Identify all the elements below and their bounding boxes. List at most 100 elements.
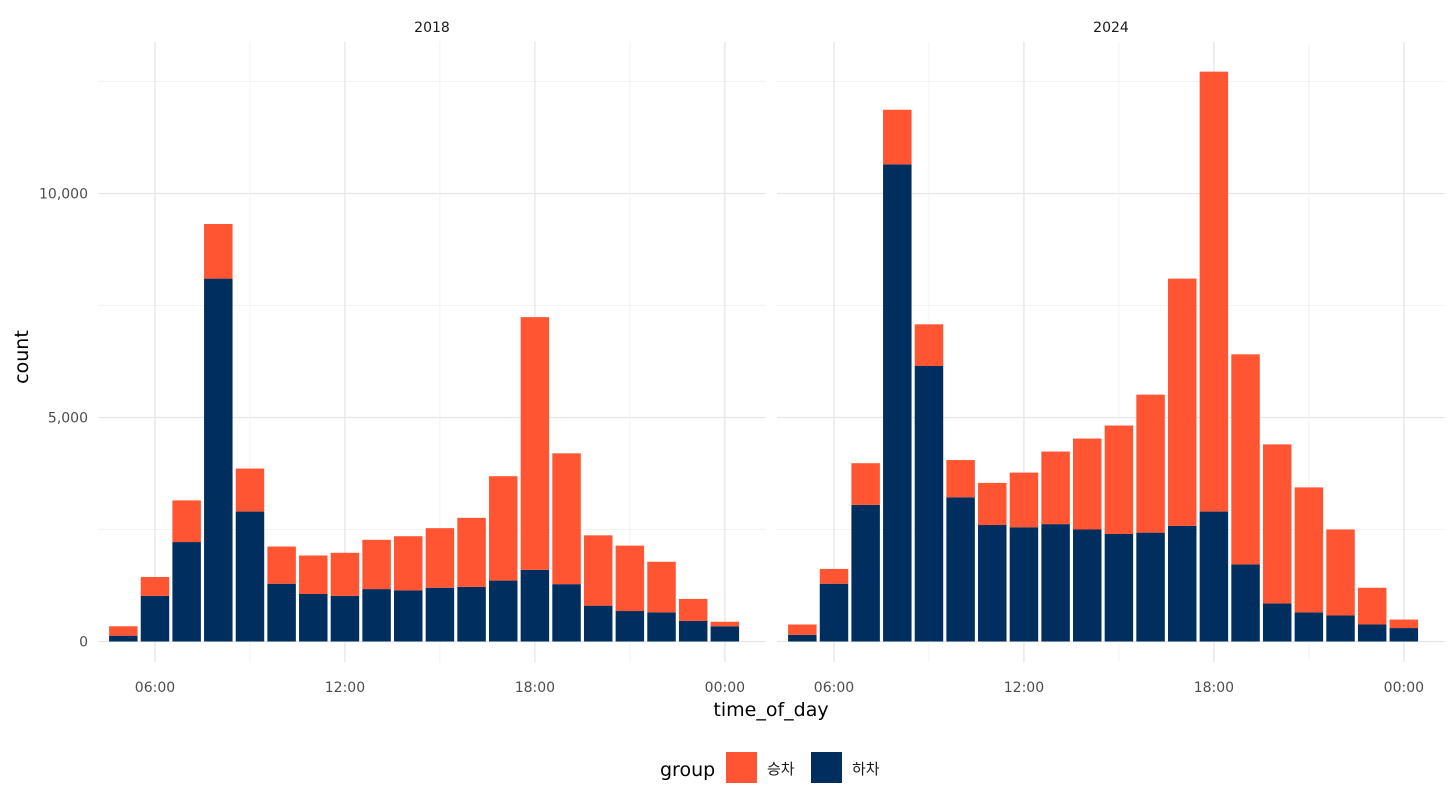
bar-segment-seungcha xyxy=(552,453,581,585)
y-axis-title: count xyxy=(11,330,33,384)
bar-segment-hacha xyxy=(1041,524,1070,642)
bar-segment-seungcha xyxy=(267,546,296,584)
bar-segment-seungcha xyxy=(851,463,880,505)
bar-segment-hacha xyxy=(1199,511,1229,642)
bar-segment-seungcha xyxy=(1231,354,1260,565)
bar-segment-hacha xyxy=(1167,525,1197,642)
bar-segment-hacha xyxy=(1009,527,1039,642)
bar-segment-hacha xyxy=(1389,628,1419,642)
x-tick-label: 00:00 xyxy=(1384,680,1424,696)
bar-segment-seungcha xyxy=(710,621,740,627)
bar-segment-seungcha xyxy=(978,482,1007,526)
bar-segment-seungcha xyxy=(330,552,360,596)
bar-segment-seungcha xyxy=(1326,529,1355,616)
bar-segment-seungcha xyxy=(362,539,391,590)
bar-segment-hacha xyxy=(710,626,740,642)
legend-title: group xyxy=(660,759,715,781)
bar-segment-hacha xyxy=(140,595,170,642)
bar-segment-seungcha xyxy=(1041,451,1070,525)
bar-segment-hacha xyxy=(1104,533,1134,642)
bar-segment-seungcha xyxy=(520,317,550,570)
bar-segment-seungcha xyxy=(1357,587,1387,625)
bar-segment-hacha xyxy=(1294,612,1324,642)
bar-segment-hacha xyxy=(615,611,645,642)
bar-segment-hacha xyxy=(647,612,676,642)
bar-segment-hacha xyxy=(946,497,975,642)
bar-segment-hacha xyxy=(883,164,912,642)
bar-segment-seungcha xyxy=(204,223,233,279)
bar-segment-hacha xyxy=(299,594,328,642)
x-tick-label: 06:00 xyxy=(814,680,854,696)
bar-segment-hacha xyxy=(457,586,486,642)
bar-segment-hacha xyxy=(330,595,360,642)
bar-segment-seungcha xyxy=(1199,71,1229,512)
y-tick-label: 10,000 xyxy=(39,187,88,203)
legend-label: 하차 xyxy=(852,760,880,778)
x-tick-label: 18:00 xyxy=(1194,680,1234,696)
y-tick-label: 5,000 xyxy=(48,411,88,427)
bar-segment-seungcha xyxy=(883,109,912,165)
bar-segment-hacha xyxy=(172,542,201,642)
bar-segment-hacha xyxy=(819,583,849,642)
bar-segment-seungcha xyxy=(1389,619,1419,629)
bar-segment-hacha xyxy=(583,605,613,642)
bar-segment-hacha xyxy=(362,589,391,642)
bar-segment-hacha xyxy=(204,278,233,642)
facet-title: 2024 xyxy=(1093,20,1129,36)
x-axis-title: time_of_day xyxy=(713,699,828,721)
bar-segment-seungcha xyxy=(583,535,613,606)
legend-key xyxy=(811,752,842,783)
bar-segment-hacha xyxy=(425,587,455,642)
bar-segment-hacha xyxy=(1262,603,1292,642)
bar-segment-hacha xyxy=(788,634,817,642)
x-tick-label: 18:00 xyxy=(515,680,555,696)
bar-segment-hacha xyxy=(1073,529,1102,642)
bar-segment-seungcha xyxy=(647,561,676,613)
facet-title: 2018 xyxy=(414,20,450,36)
x-tick-label: 06:00 xyxy=(135,680,175,696)
bar-segment-seungcha xyxy=(1262,444,1292,604)
bar-segment-seungcha xyxy=(946,460,975,498)
bar-segment-seungcha xyxy=(140,576,170,596)
bar-segment-seungcha xyxy=(1104,425,1134,534)
bar-segment-seungcha xyxy=(819,568,849,584)
bar-segment-seungcha xyxy=(299,555,328,595)
bar-segment-hacha xyxy=(851,504,880,642)
bar-segment-seungcha xyxy=(425,528,455,588)
bar-segment-seungcha xyxy=(1294,487,1324,613)
bar-segment-hacha xyxy=(914,365,944,642)
bar-segment-seungcha xyxy=(678,598,708,621)
bar-segment-seungcha xyxy=(488,476,518,581)
x-tick-label: 00:00 xyxy=(705,680,745,696)
x-tick-label: 12:00 xyxy=(1004,680,1044,696)
bar-segment-hacha xyxy=(978,525,1007,642)
bar-segment-seungcha xyxy=(788,624,817,635)
bar-segment-seungcha xyxy=(457,517,486,587)
bar-segment-seungcha xyxy=(615,545,645,612)
bar-segment-hacha xyxy=(1136,532,1165,642)
bar-segment-seungcha xyxy=(109,626,138,636)
x-tick-label: 12:00 xyxy=(325,680,365,696)
bar-segment-hacha xyxy=(1231,564,1260,642)
bar-segment-hacha xyxy=(552,584,581,642)
bar-segment-seungcha xyxy=(235,468,265,512)
bar-segment-seungcha xyxy=(914,324,944,366)
legend-label: 승차 xyxy=(767,760,795,778)
bar-segment-hacha xyxy=(394,590,423,642)
bar-segment-hacha xyxy=(1326,615,1355,642)
bar-segment-seungcha xyxy=(172,500,201,543)
bar-segment-hacha xyxy=(235,511,265,642)
bar-segment-hacha xyxy=(267,583,296,642)
y-tick-label: 0 xyxy=(79,635,88,651)
bar-segment-seungcha xyxy=(1136,394,1165,533)
bar-segment-seungcha xyxy=(1009,472,1039,528)
bar-segment-seungcha xyxy=(1073,438,1102,530)
bar-segment-hacha xyxy=(1357,624,1387,642)
bar-segment-hacha xyxy=(488,580,518,642)
bar-segment-seungcha xyxy=(394,536,423,591)
bar-segment-hacha xyxy=(678,620,708,642)
bar-segment-hacha xyxy=(109,635,138,642)
legend-key xyxy=(726,752,757,783)
